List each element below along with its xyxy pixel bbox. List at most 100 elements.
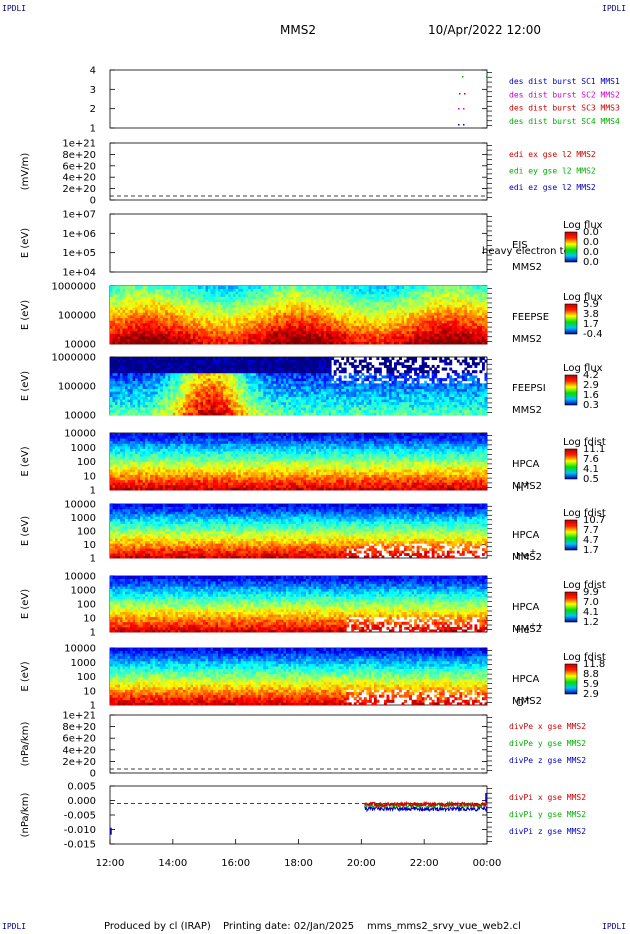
- heatmap-cell: [283, 341, 287, 345]
- heatmap-cell: [185, 304, 189, 308]
- heatmap-cell: [446, 315, 450, 319]
- heatmap-cell: [132, 386, 136, 390]
- heatmap-cell: [248, 325, 252, 329]
- heatmap-cell: [371, 325, 375, 329]
- heatmap-cell: [343, 286, 347, 290]
- heatmap-cell: [326, 288, 330, 292]
- heatmap-cell: [220, 399, 224, 403]
- heatmap-cell: [288, 317, 292, 321]
- heatmap-cell: [333, 286, 337, 290]
- heatmap-cell: [127, 336, 131, 340]
- heatmap-cell: [376, 293, 380, 297]
- heatmap-cell: [190, 401, 194, 405]
- heatmap-cell: [424, 328, 428, 332]
- heatmap-cell: [371, 336, 375, 340]
- heatmap-cell: [484, 330, 488, 334]
- heatmap-cell: [145, 362, 149, 366]
- heatmap-cell: [157, 312, 161, 316]
- heatmap-cell: [401, 296, 405, 300]
- heatmap-cell: [358, 338, 362, 342]
- heatmap-cell: [132, 364, 136, 368]
- heatmap-cell: [373, 320, 377, 324]
- heatmap-cell: [288, 304, 292, 308]
- heatmap-cell: [127, 399, 131, 403]
- heatmap-cell: [175, 291, 179, 295]
- heatmap-cell: [233, 341, 237, 345]
- heatmap-cell: [147, 317, 151, 321]
- heatmap-cell: [248, 388, 252, 392]
- heatmap-cell: [260, 333, 264, 337]
- heatmap-cell: [135, 315, 139, 319]
- heatmap-cell: [479, 317, 483, 321]
- heatmap-cell: [421, 286, 425, 290]
- heatmap-cell: [270, 391, 274, 395]
- heatmap-cell: [238, 378, 242, 382]
- heatmap-cell: [270, 301, 274, 305]
- heatmap-cell: [228, 412, 232, 416]
- heatmap-cell: [431, 338, 435, 342]
- heatmap-cell: [401, 330, 405, 334]
- heatmap-cell: [363, 330, 367, 334]
- heatmap-cell: [283, 291, 287, 295]
- heatmap-cell: [130, 328, 134, 332]
- heatmap-cell: [240, 407, 244, 411]
- heatmap-cell: [270, 393, 274, 397]
- heatmap-cell: [341, 341, 345, 345]
- heatmap-cell: [175, 322, 179, 326]
- heatmap-cell: [321, 296, 325, 300]
- heatmap-cell: [195, 388, 199, 392]
- heatmap-cell: [210, 304, 214, 308]
- heatmap-cell: [122, 312, 126, 316]
- heatmap-cell: [132, 391, 136, 395]
- heatmap-cell: [394, 304, 397, 308]
- heatmap-cell: [200, 336, 204, 340]
- heatmap-cell: [414, 312, 418, 316]
- heatmap-cell: [152, 383, 156, 387]
- heatmap-cell: [250, 341, 254, 345]
- heatmap-cell: [306, 293, 309, 297]
- heatmap-cell: [240, 338, 244, 342]
- y-tick-label: 10000: [64, 411, 96, 422]
- heatmap-cell: [293, 291, 297, 295]
- heatmap-cell: [424, 338, 428, 342]
- heatmap-cell: [180, 359, 184, 363]
- heatmap-cell: [481, 309, 485, 313]
- heatmap-cell: [225, 288, 229, 292]
- heatmap-cell: [220, 338, 224, 342]
- heatmap-cell: [160, 367, 164, 371]
- heatmap-cell: [192, 320, 196, 324]
- heatmap-cell: [368, 338, 372, 342]
- heatmap-cell: [150, 333, 154, 337]
- heatmap-cell: [205, 336, 209, 340]
- heatmap-cell: [301, 286, 304, 290]
- heatmap-cell: [260, 317, 264, 321]
- heatmap-cell: [115, 328, 118, 332]
- heatmap-cell: [439, 317, 443, 321]
- heatmap-cell: [265, 293, 269, 297]
- heatmap-cell: [205, 320, 209, 324]
- heatmap-cell: [401, 286, 405, 290]
- heatmap-cell: [228, 317, 232, 321]
- heatmap-cell: [135, 309, 139, 313]
- heatmap-cell: [185, 307, 189, 311]
- heatmap-cell: [205, 378, 209, 382]
- heatmap-cell: [484, 309, 488, 313]
- heatmap-cell: [235, 322, 239, 326]
- heatmap-cell: [436, 325, 440, 329]
- heatmap-cell: [454, 333, 458, 337]
- heatmap-cell: [313, 317, 317, 321]
- y-axis-label: (mV/m): [20, 153, 31, 191]
- y-tick-label: 0: [90, 196, 96, 207]
- heatmap-cell: [112, 315, 116, 319]
- heatmap-cell: [260, 320, 264, 324]
- heatmap-cell: [248, 312, 252, 316]
- heatmap-cell: [195, 333, 199, 337]
- heatmap-cell: [182, 401, 186, 405]
- heatmap-cell: [192, 386, 196, 390]
- heatmap-cell: [195, 286, 199, 290]
- heatmap-cell: [185, 325, 189, 329]
- heatmap-cell: [208, 322, 211, 326]
- heatmap-cell: [208, 407, 211, 411]
- heatmap-cell: [414, 333, 418, 337]
- heatmap-cell: [245, 399, 249, 403]
